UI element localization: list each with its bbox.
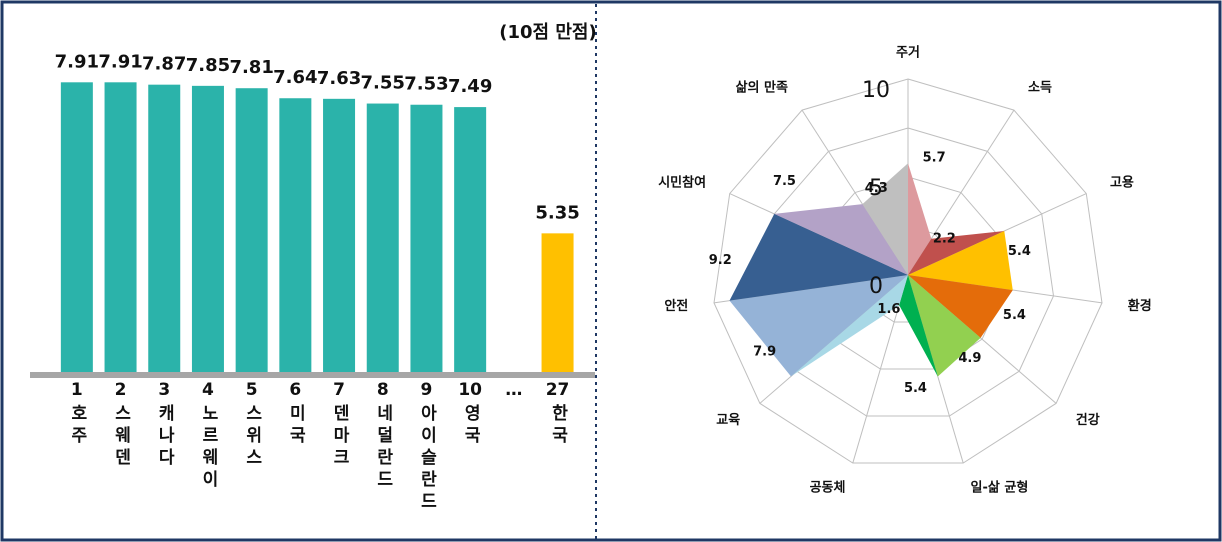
radar-segment [908,275,1013,338]
value-label: 7.9 [753,345,776,360]
value-label: 4.9 [958,351,981,366]
bar [323,98,356,372]
value-label: 4.3 [865,181,888,196]
radar-segment [908,231,1005,275]
x-tick-label: 미국 [285,404,305,448]
spoke [852,274,909,464]
value-label: 5.7 [923,151,946,166]
value-label: 7.5 [773,174,796,189]
value-label: 7.85 [186,55,230,76]
value-label: 5.35 [535,202,579,223]
bar [541,233,574,372]
bar [366,103,399,373]
value-label: 7.91 [98,51,142,72]
value-label: 7.49 [448,76,492,97]
radar-segment [862,163,908,275]
radar-segment [899,275,938,377]
rank-label: 8 [377,380,389,400]
grid-ring [761,127,1055,417]
value-label: 7.64 [273,67,317,88]
bar [148,84,181,373]
value-label: 7.53 [404,74,448,95]
value-label: 1.6 [877,302,900,317]
axis-label: 환경 [1128,298,1152,314]
value-label: 2.2 [933,232,956,247]
rank-label: 27 [546,380,570,400]
x-tick-label: 덴마크 [329,404,349,470]
x-tick-label: 아이슬란드 [416,404,436,514]
radar-segment [908,163,932,275]
bar [235,88,268,373]
value-label: 7.81 [229,57,273,78]
x-tick-label: 스웨덴 [111,404,131,470]
rank-label: 6 [289,380,301,400]
radar-segment [729,213,908,301]
x-tick-label: 영국 [460,404,480,448]
annotation: (10점 만점) [499,22,596,43]
value-label: 7.91 [55,51,99,72]
axis-label: 소득 [1028,81,1052,96]
value-label: 7.63 [317,68,361,89]
radar-segment [729,275,908,377]
rank-label: 5 [246,380,258,400]
axis-label: 안전 [664,298,688,314]
bar [410,104,443,372]
radar-segment [774,204,908,275]
rank-label: 9 [421,380,433,400]
x-tick-label: 캐나다 [154,404,174,470]
r-tick-label: 5 [869,176,883,201]
value-label: 5.4 [1003,308,1026,323]
grid-ring [713,78,1103,464]
axis-label: 건강 [1076,412,1100,428]
axis-label: 공동체 [810,481,846,496]
axis-label: 시민참여 [658,174,706,190]
bar [60,82,93,372]
rank-label: … [505,380,522,400]
x-tick-label: 한국 [548,404,568,448]
radar-segment [908,231,1013,291]
radar-segment [908,275,981,377]
bar [279,98,312,373]
value-label: 5.4 [904,381,927,396]
r-tick-label: 10 [862,78,890,103]
bar [104,82,137,372]
x-tick-label: 네덜란드 [373,404,393,492]
rank-label: 10 [458,380,482,400]
axis-label: 고용 [1110,174,1134,190]
value-label: 5.4 [1008,244,1031,259]
r-tick-label: 0 [869,274,883,299]
bar [191,85,224,372]
bar [454,107,487,372]
baseline [30,372,595,378]
axis-label: 삶의 만족 [736,80,788,96]
value-label: 7.87 [142,54,186,75]
rank-label: 2 [115,380,127,400]
x-tick-label: 노르웨이 [198,404,218,492]
axis-label: 일-삶 균형 [971,480,1029,496]
x-tick-label: 스위스 [242,404,262,470]
axis-label: 교육 [716,412,740,428]
axis-label: 주거 [896,46,920,61]
x-tick-label: 호주 [67,404,87,448]
rank-label: 4 [202,380,214,400]
rank-label: 7 [333,380,345,400]
radar-segment [790,275,908,377]
rank-label: 3 [158,380,170,400]
value-label: 7.55 [361,73,405,94]
rank-label: 1 [71,380,83,400]
value-label: 9.2 [709,253,732,268]
